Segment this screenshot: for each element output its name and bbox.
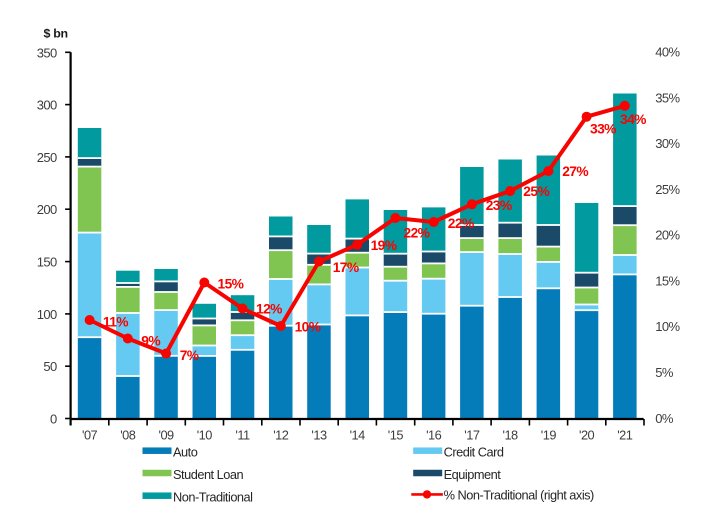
svg-text:'07: '07: [82, 428, 98, 443]
svg-text:Equipment: Equipment: [444, 467, 502, 482]
svg-text:33%: 33%: [590, 122, 616, 137]
svg-text:25%: 25%: [523, 184, 549, 199]
svg-text:11%: 11%: [103, 315, 128, 330]
svg-text:350: 350: [37, 45, 57, 60]
svg-text:50: 50: [43, 359, 57, 374]
svg-text:22%: 22%: [448, 216, 474, 231]
svg-text:40%: 40%: [655, 45, 680, 60]
svg-text:'16: '16: [426, 428, 442, 443]
svg-text:'15: '15: [388, 428, 404, 443]
svg-text:'19: '19: [541, 428, 557, 443]
svg-text:7%: 7%: [180, 348, 199, 363]
svg-text:'11: '11: [235, 428, 250, 443]
svg-text:'14: '14: [350, 428, 366, 443]
svg-text:5%: 5%: [655, 365, 674, 380]
svg-text:'08: '08: [120, 428, 136, 443]
svg-text:'09: '09: [159, 428, 175, 443]
svg-text:% Non-Traditional (right axis): % Non-Traditional (right axis): [444, 488, 594, 503]
svg-text:250: 250: [37, 150, 57, 165]
svg-text:Non-Traditional: Non-Traditional: [173, 490, 253, 505]
svg-text:10%: 10%: [295, 319, 321, 334]
svg-text:23%: 23%: [486, 198, 512, 213]
svg-text:0: 0: [50, 412, 57, 427]
svg-text:'13: '13: [311, 428, 327, 443]
svg-text:150: 150: [37, 255, 57, 270]
svg-text:100: 100: [37, 307, 57, 322]
svg-text:27%: 27%: [562, 164, 588, 179]
svg-text:19%: 19%: [371, 238, 397, 253]
svg-text:300: 300: [37, 98, 57, 113]
svg-text:17%: 17%: [333, 260, 359, 275]
svg-text:0%: 0%: [655, 411, 674, 426]
svg-text:'20: '20: [579, 428, 595, 443]
svg-text:Credit Card: Credit Card: [444, 445, 504, 460]
svg-text:'18: '18: [503, 428, 519, 443]
svg-text:'21: '21: [617, 428, 633, 443]
svg-text:10%: 10%: [655, 319, 680, 334]
svg-text:$ bn: $ bn: [44, 26, 68, 40]
svg-text:25%: 25%: [655, 182, 680, 197]
svg-text:34%: 34%: [620, 112, 646, 127]
svg-text:30%: 30%: [655, 136, 680, 151]
svg-text:200: 200: [37, 202, 57, 217]
svg-text:'12: '12: [273, 428, 289, 443]
svg-text:'10: '10: [197, 428, 213, 443]
svg-text:22%: 22%: [404, 226, 430, 241]
svg-text:12%: 12%: [256, 302, 282, 317]
svg-text:Student Loan: Student Loan: [173, 467, 244, 482]
svg-text:35%: 35%: [655, 90, 680, 105]
svg-text:15%: 15%: [218, 276, 244, 291]
svg-text:'17: '17: [464, 428, 480, 443]
svg-text:9%: 9%: [141, 334, 160, 349]
svg-text:20%: 20%: [655, 228, 680, 243]
svg-text:15%: 15%: [655, 274, 680, 289]
svg-text:Auto: Auto: [173, 445, 198, 460]
